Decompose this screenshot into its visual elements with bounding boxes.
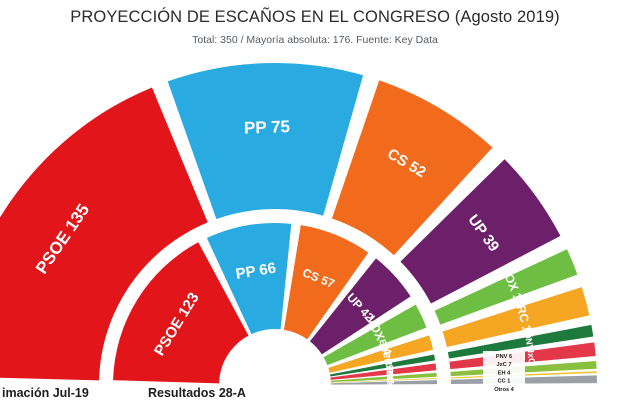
segment-pp-outer[interactable] xyxy=(167,62,364,220)
label-pnv-outer: PNV xyxy=(523,332,536,352)
chart-center-hub xyxy=(237,347,313,420)
label-jxc-inner: JxC 7 xyxy=(383,360,396,385)
segment-up-inner[interactable] xyxy=(309,258,411,355)
segment-cs-inner[interactable] xyxy=(283,225,369,340)
segment-pp-inner[interactable] xyxy=(206,223,292,335)
micro-label-backdrop xyxy=(483,351,525,394)
edge-label-pnv: PNV xyxy=(605,339,624,349)
segment-up-outer[interactable] xyxy=(400,159,561,304)
footer-outer-series-label: imación Jul-19 xyxy=(2,386,89,400)
inner-ring-results xyxy=(113,223,437,385)
page-title: PROYECCIÓN DE ESCAÑOS EN EL CONGRESO (Ag… xyxy=(70,6,559,26)
segment-eh-inner[interactable] xyxy=(330,372,437,383)
chart-subtitle: Total: 350 / Mayoría absoluta: 176. Fuen… xyxy=(192,34,438,46)
label-pp-inner: PP 66 xyxy=(234,259,277,282)
label-pnv-inner: PNV 6 xyxy=(382,352,396,379)
micro-label-1: PNV 6 xyxy=(496,354,512,360)
micro-label-3: EH 4 xyxy=(498,370,511,376)
label-jxc-outer: JxC xyxy=(525,348,537,366)
label-cc-inner: CC 1 xyxy=(385,370,396,391)
segment-pnv-outer[interactable] xyxy=(447,324,594,359)
label-otros-inner: Otros 4 xyxy=(385,367,396,399)
segment-erc-inner[interactable] xyxy=(328,335,434,373)
segment-pnv-inner[interactable] xyxy=(329,354,436,377)
segment-cc-inner[interactable] xyxy=(330,377,437,383)
micro-label-block: PNV 6 JxC 7 EH 4 CC 1 Otros 4 xyxy=(483,351,525,394)
segment-otros-inner[interactable] xyxy=(330,380,437,385)
micro-label-2: JxC 7 xyxy=(497,362,512,368)
segment-psoe-inner[interactable] xyxy=(113,242,249,384)
micro-label-4: CC 1 xyxy=(498,379,511,385)
segment-jxc-inner[interactable] xyxy=(330,363,437,380)
edge-label-jxc: JxC xyxy=(607,361,624,371)
segment-psoe-outer[interactable] xyxy=(0,87,208,381)
segment-cs-outer[interactable] xyxy=(331,80,493,256)
segment-vox-inner[interactable] xyxy=(323,304,427,366)
segment-erc-outer[interactable] xyxy=(442,287,590,347)
micro-label-5: Otros 4 xyxy=(494,387,514,393)
label-pp-outer: PP 75 xyxy=(244,117,291,137)
label-eh-inner: EH 4 xyxy=(385,367,396,388)
segment-vox-outer[interactable] xyxy=(434,249,578,325)
footer-inner-series-label: Resultados 28-A xyxy=(148,386,246,400)
